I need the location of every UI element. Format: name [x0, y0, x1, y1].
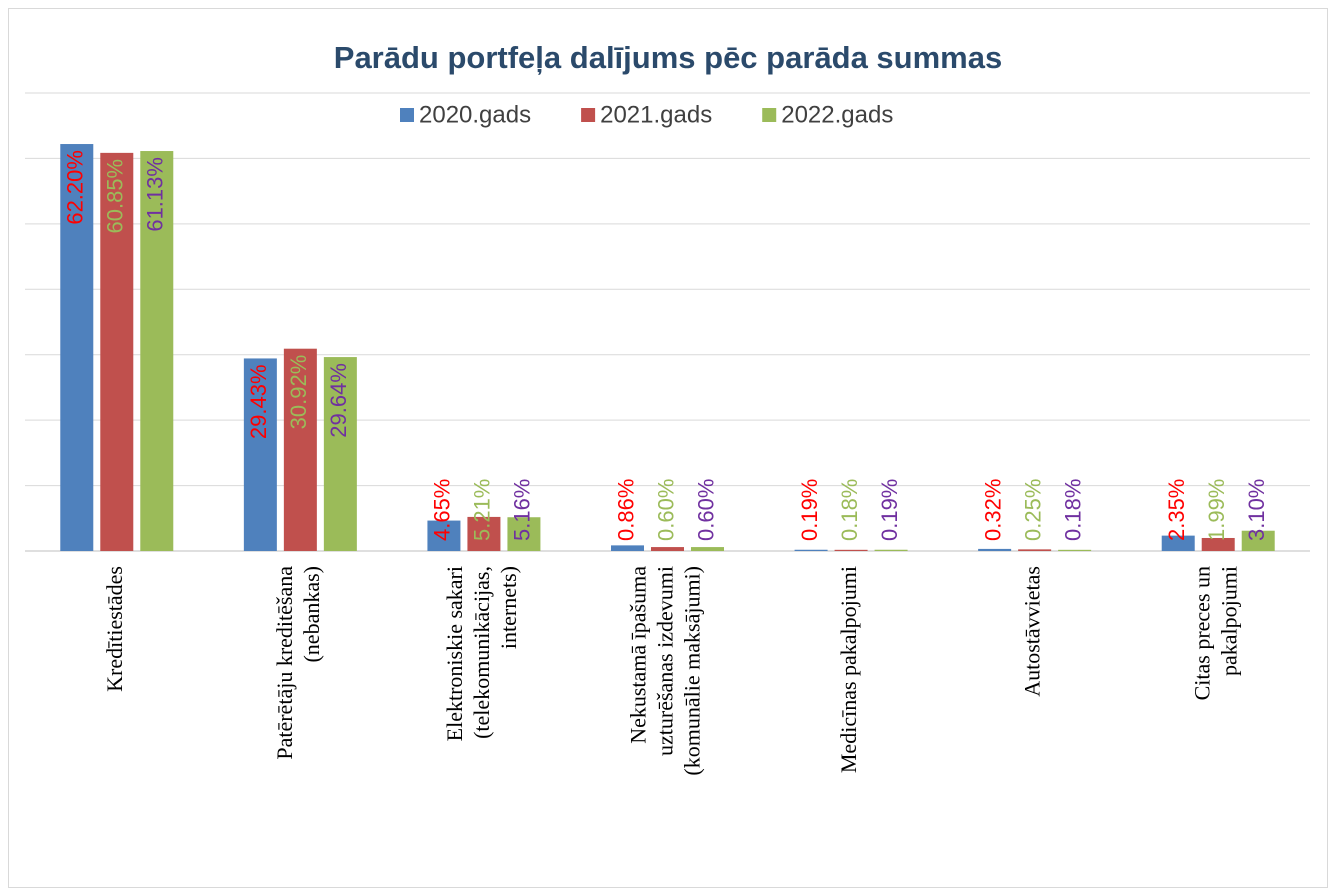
bar: [467, 516, 501, 551]
data-label: 62.20%: [63, 150, 88, 225]
data-label: 60.85%: [103, 159, 128, 234]
data-label: 0.60%: [653, 479, 678, 541]
x-tick-label: Citas preces unpakalpojumi: [1190, 566, 1242, 700]
bar: [874, 549, 908, 551]
x-tick-label: Elektroniskie sakari(telekomunikācijas,i…: [442, 566, 521, 741]
legend-swatch: [762, 108, 777, 122]
x-tick-label: Patērētāju kreditēšana(nebankas): [272, 566, 324, 760]
bar: [978, 548, 1012, 551]
bar: [1241, 530, 1275, 551]
chart-border: [8, 8, 1328, 888]
bar: [100, 152, 134, 552]
chart-title: Parādu portfeļa dalījums pēc parāda summ…: [334, 40, 1002, 75]
data-label: 29.43%: [246, 364, 271, 439]
legend-label: 2021.gads: [600, 101, 712, 128]
bar: [283, 348, 317, 551]
data-label: 0.60%: [693, 479, 718, 541]
bar: [691, 547, 724, 551]
bar: [611, 545, 644, 551]
x-tick-label: Nekustamā īpašumauzturēšanas izdevumi(ko…: [626, 566, 705, 776]
data-label: 0.25%: [1020, 479, 1045, 541]
data-label: 29.64%: [326, 363, 351, 438]
data-label: 5.21%: [470, 479, 495, 541]
bar: [323, 357, 357, 551]
data-label: 61.13%: [143, 157, 168, 232]
bar: [140, 151, 174, 551]
x-tick-label: Medicīnas pakalpojumi: [836, 566, 861, 773]
legend-label: 2020.gads: [419, 101, 531, 128]
data-label: 0.18%: [837, 479, 862, 541]
bar: [834, 549, 868, 551]
data-label: 0.86%: [613, 479, 638, 541]
data-label: 0.32%: [980, 479, 1005, 541]
data-label: 30.92%: [286, 355, 311, 430]
bar: [1201, 537, 1235, 551]
bar: [651, 547, 684, 551]
bar: [1058, 549, 1092, 551]
legend-label: 2022.gads: [781, 101, 893, 128]
bar: [1161, 535, 1195, 551]
x-tick-label: Autostāvvietas: [1020, 566, 1045, 697]
legend-swatch: [400, 108, 414, 122]
bar: [60, 144, 94, 551]
data-label: 0.19%: [797, 479, 822, 541]
bar: [507, 517, 541, 551]
bar: [243, 358, 277, 551]
data-label: 0.18%: [1060, 479, 1085, 541]
data-label: 5.16%: [510, 479, 535, 541]
data-label: 2.35%: [1164, 479, 1189, 541]
bar: [1018, 549, 1052, 551]
data-label: 3.10%: [1244, 479, 1269, 541]
legend-swatch: [581, 108, 596, 122]
bar: [794, 549, 828, 551]
data-label: 0.19%: [877, 479, 902, 541]
data-label: 1.99%: [1204, 479, 1229, 541]
data-label: 4.65%: [430, 479, 455, 541]
x-tick-label: Kredītiestādes: [102, 566, 127, 692]
bar: [427, 520, 461, 551]
